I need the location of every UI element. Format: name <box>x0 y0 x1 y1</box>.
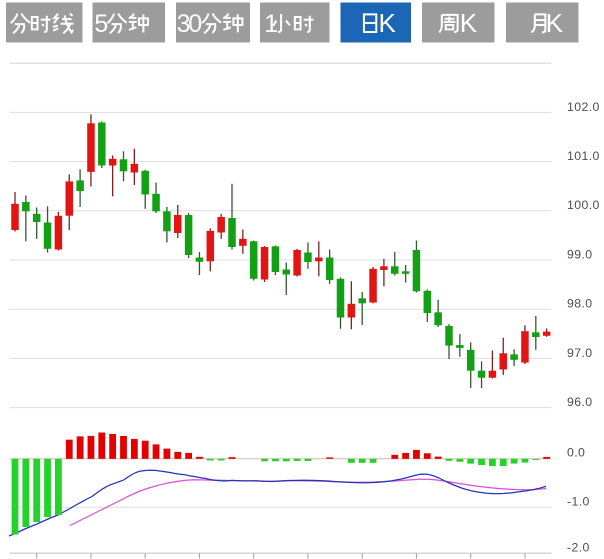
svg-text:1: 1 <box>264 10 278 38</box>
svg-text:102.0: 102.0 <box>567 100 600 114</box>
svg-text:5: 5 <box>94 10 108 38</box>
svg-text:0: 0 <box>188 10 202 38</box>
svg-text:101.0: 101.0 <box>567 149 600 163</box>
svg-text:97.0: 97.0 <box>567 346 593 360</box>
svg-text:96.0: 96.0 <box>567 395 593 409</box>
svg-text:K: K <box>546 8 564 38</box>
svg-text:-2.0: -2.0 <box>567 541 590 555</box>
svg-text:99.0: 99.0 <box>567 247 593 261</box>
svg-text:3: 3 <box>177 10 191 38</box>
svg-text:K: K <box>379 8 397 38</box>
svg-text:K: K <box>460 8 478 38</box>
svg-text:0.0: 0.0 <box>567 445 585 459</box>
svg-text:100.0: 100.0 <box>567 198 600 212</box>
svg-text:-1.0: -1.0 <box>567 495 590 509</box>
svg-text:98.0: 98.0 <box>567 297 593 311</box>
